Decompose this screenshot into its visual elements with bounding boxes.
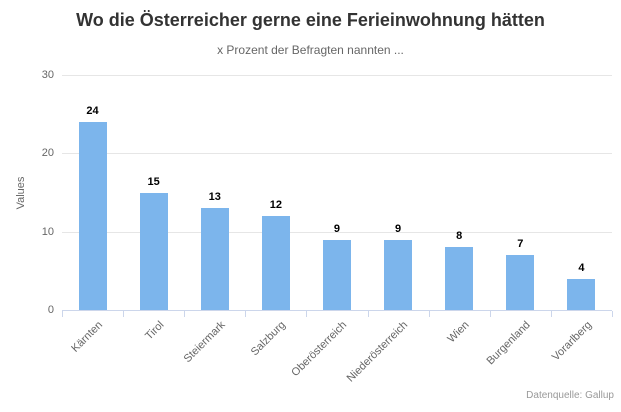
x-axis-label: Niederösterreich [345,319,411,385]
bar[interactable] [323,239,351,310]
bar-value-label: 9 [395,222,402,235]
bar[interactable] [78,122,107,310]
x-axis-label: Vorarlberg [549,319,594,364]
x-axis-tick [429,311,430,317]
bar[interactable] [200,208,229,310]
x-axis-label: Steiermark [181,319,228,366]
plot-area: 0 10 20 30 24 Kärnten 15 Tirol 13 Steiermark 12 Sal… [42,69,613,385]
x-axis-label: Burgenland [484,319,533,368]
y-axis-tick-label: 20 [41,147,54,160]
x-axis-tick [306,311,307,317]
bar[interactable] [506,255,535,310]
x-axis-tick [612,311,613,317]
bar-value-label: 24 [86,105,99,117]
x-axis-tick [490,311,491,317]
y-axis-tick-label: 0 [47,304,54,316]
bar-value-label: 4 [578,261,585,274]
x-axis-label: Wien [445,319,472,346]
y-axis-title: Values [15,176,27,210]
x-axis-tick [123,311,124,317]
bar-value-label: 13 [208,191,221,204]
bar-value-label: 8 [456,230,463,243]
bar[interactable] [261,216,290,310]
chart-title: Wo die Österreicher gerne eine Ferieinwo… [76,10,545,30]
chart-subtitle: x Prozent der Befragten nannten ... [217,43,404,57]
bar[interactable] [139,192,168,310]
gridline [62,75,612,76]
bar-value-label: 12 [269,199,282,211]
x-axis-tick [551,311,552,317]
gridline [62,153,612,155]
x-axis-tick [368,311,369,317]
x-axis-tick [245,311,246,317]
x-axis-tick [184,311,185,317]
x-axis-label: Tirol [142,319,167,343]
x-axis-tick [62,311,63,317]
y-axis-tick-label: 30 [41,69,54,81]
y-axis-tick-label: 10 [41,225,54,238]
x-axis-line [62,310,612,311]
bar-value-label: 15 [147,175,160,188]
bar[interactable] [567,278,596,310]
bar-value-label: 9 [333,222,341,235]
x-axis-label: Oberösterreich [289,319,350,379]
bar-value-label: 7 [517,238,524,251]
bar[interactable] [384,239,413,310]
credits-text: Datenquelle: Gallup [526,390,614,401]
x-axis-label: Salzburg [249,319,289,359]
bar[interactable] [445,247,474,310]
x-axis-label: Kärnten [69,319,106,355]
gridline [62,231,612,233]
